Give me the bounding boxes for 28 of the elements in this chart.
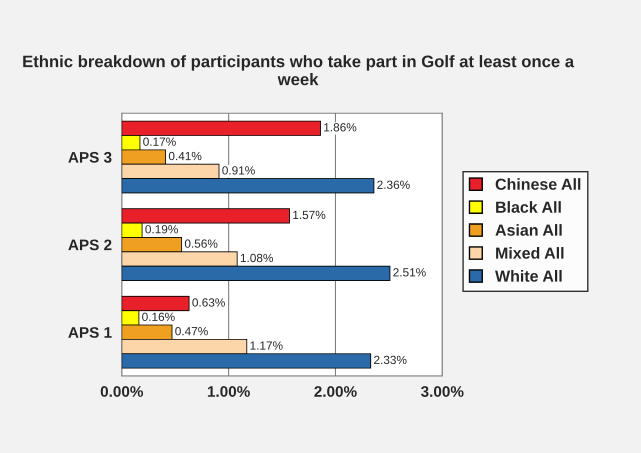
data-label: 2.36% [377, 180, 410, 189]
chart-title: Ethnic breakdown of participants who take part in Golf at least once a week [23, 55, 574, 86]
y-tick-label: APS 3 [68, 152, 112, 163]
legend-label: Black All [496, 201, 561, 213]
data-label: 0.56% [184, 239, 218, 248]
data-label: 1.86% [324, 123, 356, 132]
y-tick-label: APS 1 [68, 327, 112, 338]
data-label: 1.08% [240, 254, 273, 262]
data-label: 2.33% [374, 356, 407, 364]
x-tick-label: 3.00% [420, 386, 464, 397]
data-label: 0.41% [168, 152, 202, 160]
legend-label: White All [495, 270, 562, 282]
data-label: 0.63% [192, 298, 225, 307]
legend-label: Mixed All [496, 247, 564, 259]
data-label: 0.47% [175, 327, 208, 336]
data-label: 0.19% [145, 225, 178, 234]
x-tick-label: 0.00% [100, 386, 144, 397]
data-label: 2.51% [393, 268, 426, 277]
data-label: 0.16% [142, 312, 175, 322]
y-tick-label: APS 2 [68, 239, 112, 250]
data-label: 1.57% [293, 210, 326, 220]
legend-label: Chinese All [496, 178, 580, 190]
data-label: 0.17% [143, 137, 176, 146]
legend-label: Asian All [495, 224, 562, 236]
data-label: 0.91% [222, 166, 255, 175]
data-label: 1.17% [250, 341, 283, 350]
x-tick-label: 2.00% [314, 386, 357, 397]
x-tick-label: 1.00% [208, 386, 250, 397]
